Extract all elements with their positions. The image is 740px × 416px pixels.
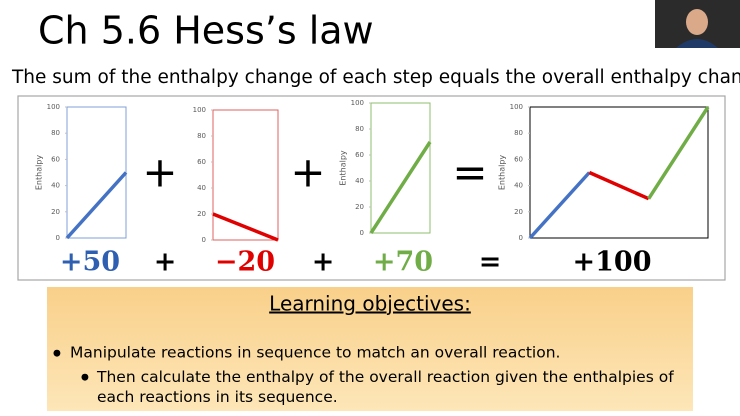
line-series bbox=[588, 170, 650, 201]
equation-term: +100 bbox=[573, 247, 652, 278]
line-series bbox=[647, 106, 710, 200]
y-tick-label: 80 bbox=[355, 125, 364, 133]
equation-term: + bbox=[312, 247, 335, 278]
y-tick-label: 20 bbox=[355, 203, 364, 211]
y-tick-label: 80 bbox=[197, 132, 206, 140]
operator: + bbox=[142, 148, 177, 197]
y-tick-label: 20 bbox=[514, 208, 523, 216]
y-tick-label: 60 bbox=[514, 155, 523, 163]
equation-term: + bbox=[154, 247, 177, 278]
line-series bbox=[65, 171, 128, 240]
y-tick-label: 60 bbox=[197, 158, 206, 166]
webcam-shirt bbox=[676, 39, 718, 48]
line-series bbox=[528, 171, 591, 240]
objectives-box bbox=[47, 287, 693, 411]
objectives-heading: Learning objectives: bbox=[269, 292, 471, 316]
y-tick-label: 100 bbox=[510, 103, 523, 111]
y-tick-label: 80 bbox=[514, 129, 523, 137]
y-tick-label: 40 bbox=[51, 182, 60, 190]
line-series bbox=[212, 212, 279, 242]
y-tick-label: 0 bbox=[56, 234, 60, 242]
y-tick-label: 40 bbox=[197, 184, 206, 192]
plot-frame bbox=[66, 106, 127, 239]
equation-term: +50 bbox=[60, 247, 120, 278]
bullet: ● bbox=[81, 373, 89, 383]
y-tick-label: 60 bbox=[51, 155, 60, 163]
y-tick-label: 80 bbox=[51, 129, 60, 137]
y-tick-label: 40 bbox=[355, 177, 364, 185]
objective-item: Manipulate reactions in sequence to matc… bbox=[70, 344, 560, 362]
line-series bbox=[369, 141, 432, 234]
y-tick-label: 40 bbox=[514, 182, 523, 190]
y-tick-label: 20 bbox=[51, 208, 60, 216]
slide-title: Ch 5.6 Hess’s law bbox=[38, 9, 374, 53]
operator: = bbox=[452, 148, 487, 197]
plot-frame bbox=[529, 106, 709, 239]
bullet: ● bbox=[53, 349, 61, 359]
plot-frame bbox=[370, 102, 431, 234]
equation-term: = bbox=[479, 247, 502, 278]
operator: + bbox=[290, 148, 325, 197]
y-axis-label: Enthalpy bbox=[498, 155, 507, 191]
plot-frame bbox=[212, 109, 279, 241]
y-tick-label: 60 bbox=[355, 151, 364, 159]
objective-item: Then calculate the enthalpy of the overa… bbox=[96, 368, 674, 406]
y-axis-label: Enthalpy bbox=[339, 150, 348, 186]
y-tick-label: 0 bbox=[360, 229, 364, 237]
equation-term: −20 bbox=[215, 247, 275, 278]
y-axis-label: Enthalpy bbox=[35, 155, 44, 191]
figure-frame bbox=[17, 95, 726, 281]
y-tick-label: 100 bbox=[47, 103, 60, 111]
y-tick-label: 100 bbox=[351, 99, 364, 107]
equation-term: +70 bbox=[373, 247, 433, 278]
y-tick-label: 0 bbox=[202, 236, 206, 244]
y-tick-label: 100 bbox=[193, 106, 206, 114]
y-tick-label: 0 bbox=[519, 234, 523, 242]
y-tick-label: 20 bbox=[197, 210, 206, 218]
webcam-face bbox=[686, 9, 708, 35]
subtitle: The sum of the enthalpy change of each s… bbox=[11, 67, 740, 88]
